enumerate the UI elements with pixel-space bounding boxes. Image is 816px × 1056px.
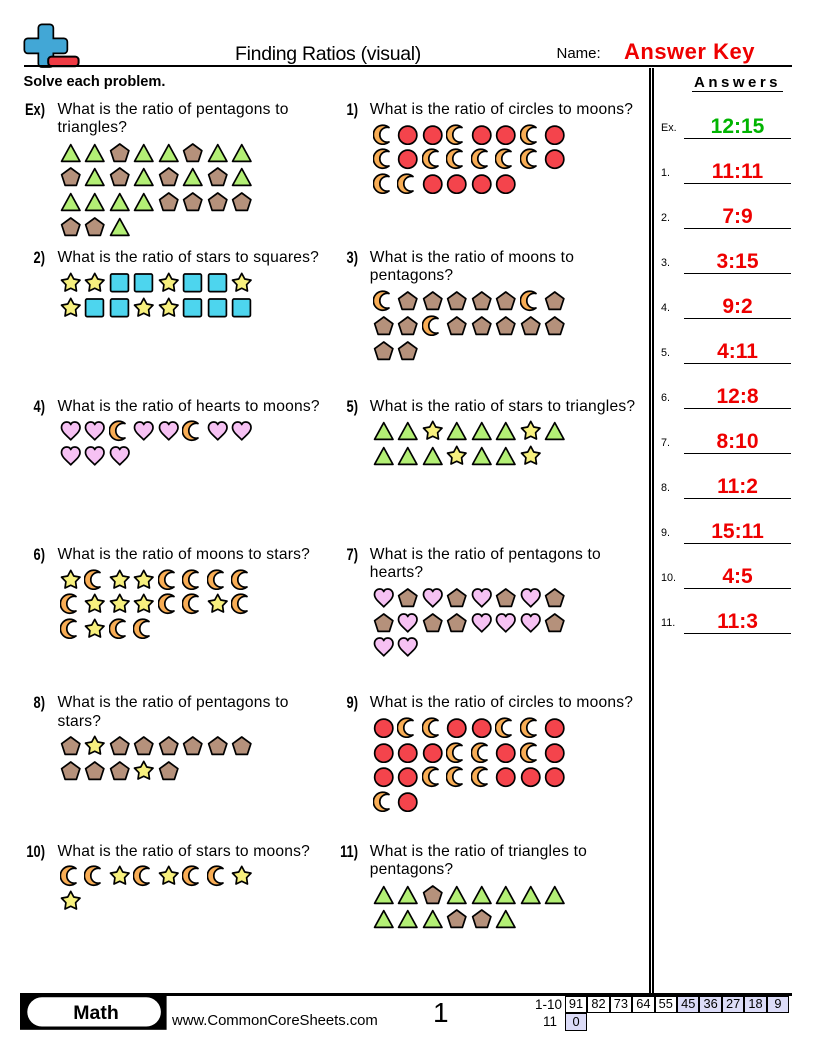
- svg-text:Math: Math: [73, 1002, 119, 1024]
